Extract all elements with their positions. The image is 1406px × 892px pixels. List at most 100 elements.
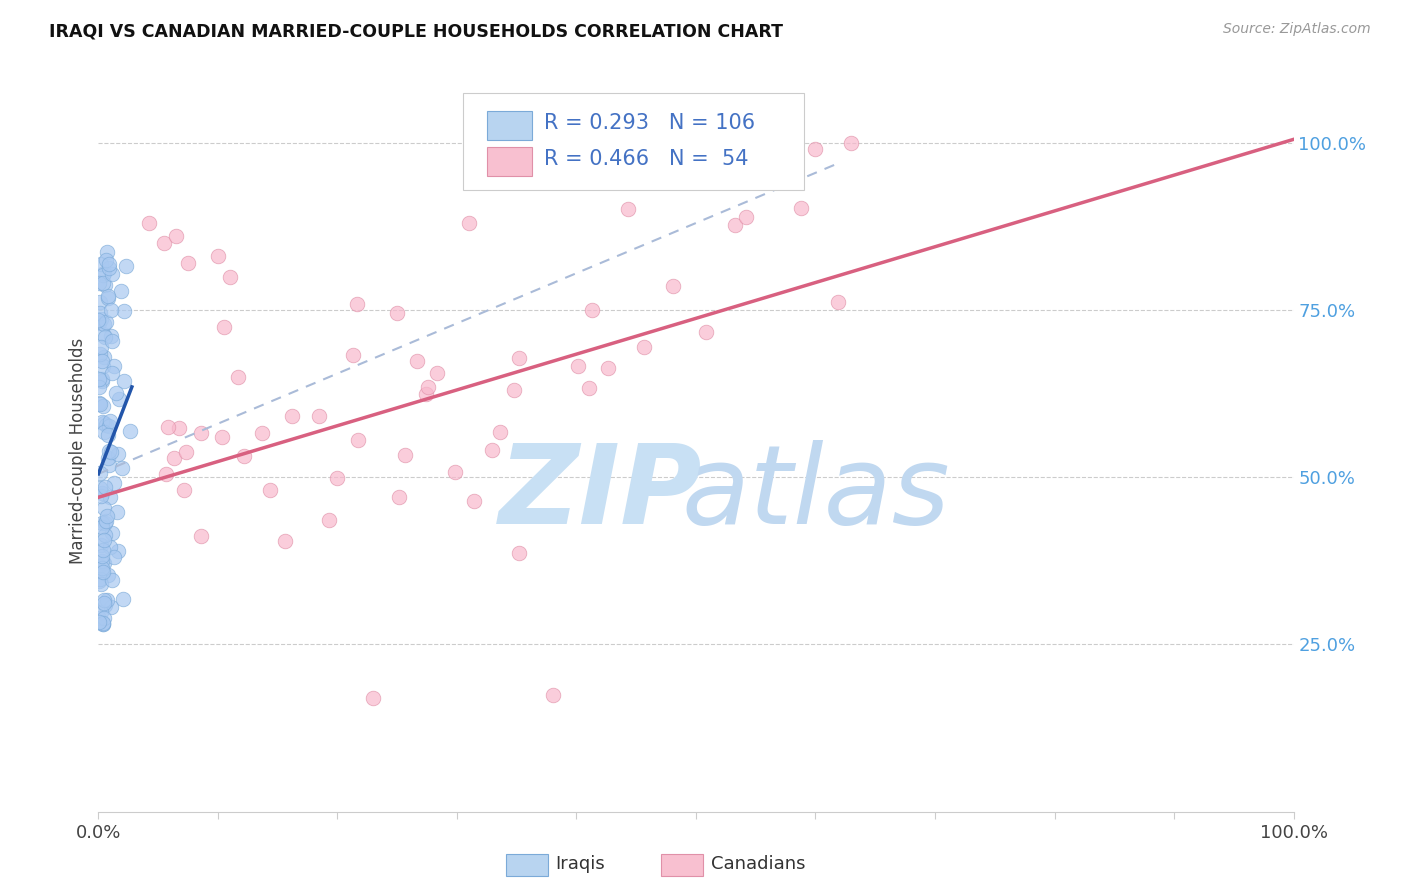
Point — [91, 561, 114, 575]
Point — [508, 546, 530, 560]
Point — [89, 277, 111, 291]
Point — [93, 533, 115, 547]
Point — [100, 328, 122, 343]
Point — [98, 260, 121, 275]
Point — [93, 597, 115, 611]
Point — [87, 574, 110, 588]
Point — [207, 250, 229, 264]
Point — [98, 541, 121, 555]
Text: Canadians: Canadians — [711, 855, 806, 873]
Point — [89, 558, 111, 573]
Point — [93, 616, 115, 631]
Point — [91, 415, 114, 429]
Point — [93, 317, 115, 331]
Point — [90, 257, 112, 271]
Point — [93, 278, 115, 293]
Point — [770, 159, 793, 173]
Point — [97, 450, 120, 465]
Point — [97, 428, 120, 442]
Point — [93, 266, 115, 280]
Point — [90, 520, 112, 534]
Point — [89, 294, 111, 309]
Point — [94, 516, 117, 530]
Point — [426, 366, 449, 380]
Point — [90, 549, 112, 564]
Point — [190, 426, 212, 441]
Point — [617, 202, 640, 217]
Point — [155, 467, 177, 481]
Point — [104, 386, 127, 401]
Point — [91, 399, 114, 413]
Point — [97, 289, 120, 303]
Point — [388, 490, 411, 504]
Point — [87, 615, 110, 629]
Point — [93, 350, 115, 364]
Point — [212, 320, 235, 334]
Point — [93, 500, 115, 515]
Point — [114, 374, 136, 388]
Point — [93, 611, 115, 625]
Point — [107, 447, 129, 461]
Point — [93, 528, 115, 542]
Point — [111, 592, 134, 607]
Point — [120, 424, 142, 438]
Point — [804, 143, 827, 157]
Point — [662, 279, 685, 293]
Point — [250, 426, 273, 441]
Point — [508, 351, 530, 366]
Point — [103, 475, 125, 490]
Point — [488, 425, 510, 440]
Point — [98, 418, 121, 433]
Point — [98, 414, 121, 428]
Text: ZIP: ZIP — [499, 441, 702, 548]
Point — [723, 219, 745, 233]
Point — [97, 443, 120, 458]
Point — [281, 409, 304, 424]
Point — [318, 513, 340, 527]
Point — [87, 611, 110, 625]
Text: R = 0.466   N =  54: R = 0.466 N = 54 — [544, 149, 748, 169]
Point — [156, 420, 179, 434]
Point — [308, 409, 330, 424]
Point — [107, 392, 129, 406]
Point — [89, 397, 111, 411]
Point — [97, 291, 120, 305]
Point — [346, 297, 368, 311]
Point — [841, 136, 863, 150]
Point — [578, 381, 600, 395]
Point — [347, 433, 370, 447]
Point — [259, 483, 281, 498]
Text: IRAQI VS CANADIAN MARRIED-COUPLE HOUSEHOLDS CORRELATION CHART: IRAQI VS CANADIAN MARRIED-COUPLE HOUSEHO… — [49, 22, 783, 40]
Point — [457, 216, 479, 230]
Point — [98, 491, 121, 505]
Point — [790, 201, 813, 215]
Point — [90, 489, 112, 503]
Point — [827, 294, 849, 309]
Point — [394, 448, 416, 462]
Point — [541, 688, 564, 702]
Point — [596, 361, 619, 376]
Point — [100, 573, 122, 587]
Point — [233, 449, 256, 463]
Point — [190, 529, 212, 543]
Point — [219, 269, 242, 284]
Point — [94, 598, 117, 612]
Point — [91, 372, 114, 386]
Point — [463, 493, 485, 508]
Point — [89, 481, 111, 495]
Point — [93, 326, 115, 341]
Point — [90, 340, 112, 354]
Point — [103, 549, 125, 564]
FancyBboxPatch shape — [486, 111, 533, 140]
Point — [153, 236, 176, 251]
Point — [91, 354, 114, 368]
Point — [174, 445, 197, 459]
Point — [93, 417, 115, 431]
Point — [342, 348, 364, 362]
Point — [444, 465, 467, 479]
Point — [326, 471, 349, 485]
Text: atlas: atlas — [681, 441, 950, 548]
Point — [93, 330, 115, 344]
Point — [93, 480, 115, 494]
Point — [91, 485, 114, 500]
